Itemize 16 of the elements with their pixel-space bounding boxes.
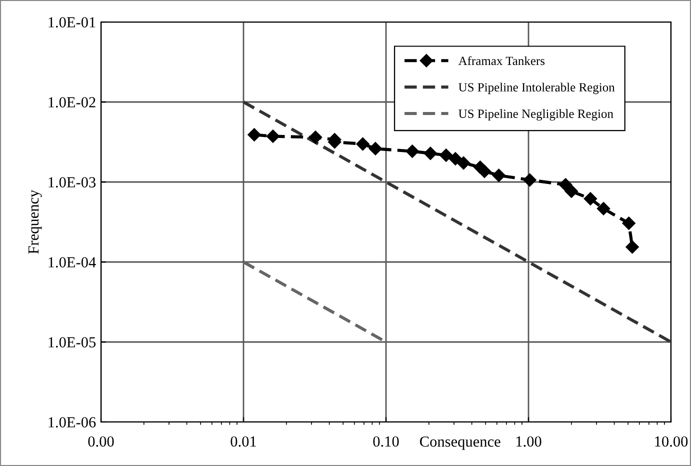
x-tick-label: 0.10 — [373, 436, 399, 447]
x-axis-title: Consequence — [420, 436, 500, 450]
y-tick-label: 1.0E-02 — [48, 97, 96, 108]
y-tick-label: 1.0E-01 — [48, 17, 96, 28]
legend-label: US Pipeline Negligible Region — [458, 109, 614, 121]
y-tick-label: 1.0E-03 — [48, 177, 96, 188]
y-tick-label: 1.0E-05 — [48, 337, 96, 348]
x-tick-label: 1.00 — [516, 436, 542, 447]
x-tick-label: 0.00 — [88, 436, 114, 447]
y-tick-label: 1.0E-04 — [48, 257, 96, 268]
legend-label: Aframax Tankers — [458, 56, 545, 66]
y-tick-label: 1.0E-06 — [48, 417, 96, 428]
legend-label: US Pipeline Intolerable Region — [458, 82, 615, 94]
y-axis-title: Frequency — [28, 190, 42, 254]
x-tick-label: 10.00 — [655, 436, 688, 447]
x-tick-label: 0.01 — [230, 436, 256, 447]
